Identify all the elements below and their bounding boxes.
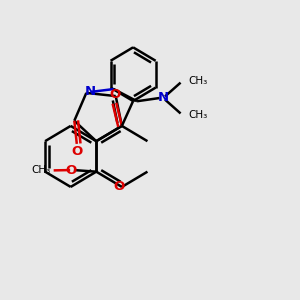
Text: CH₃: CH₃ <box>31 165 50 176</box>
Text: O: O <box>114 180 125 194</box>
Text: O: O <box>65 164 76 177</box>
Text: O: O <box>72 146 83 158</box>
Text: N: N <box>85 85 96 98</box>
Text: N: N <box>158 91 169 103</box>
Text: CH₃: CH₃ <box>188 110 208 120</box>
Text: O: O <box>110 88 121 101</box>
Text: CH₃: CH₃ <box>188 76 208 86</box>
